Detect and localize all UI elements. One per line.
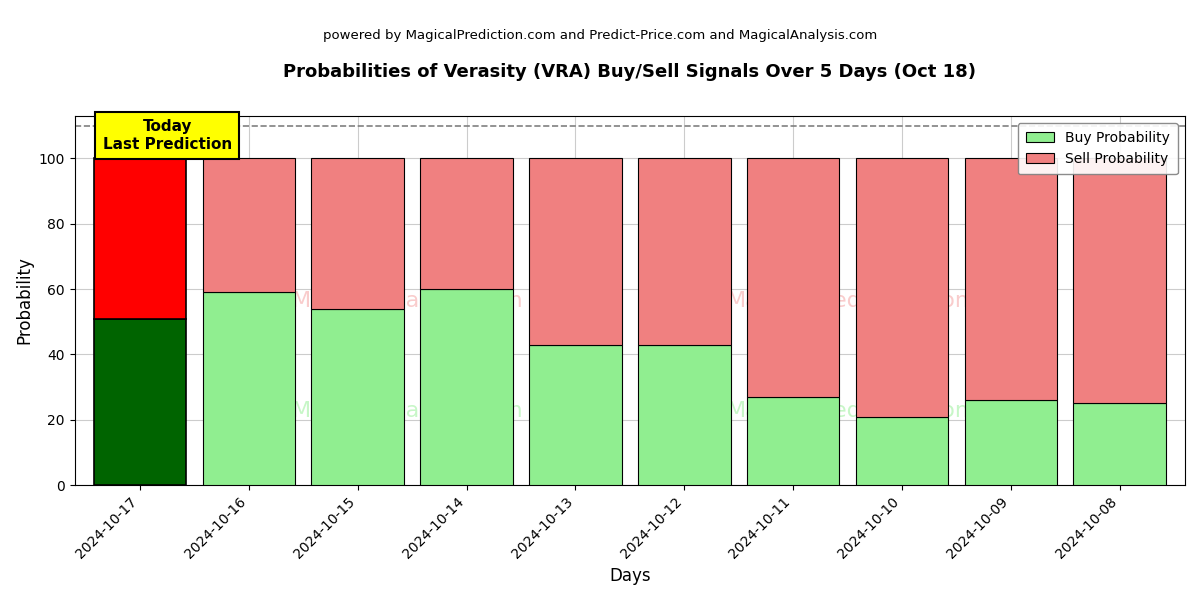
- Bar: [529, 158, 622, 344]
- Text: MagicalAnalysis.com: MagicalAnalysis.com: [292, 401, 523, 421]
- Bar: [312, 308, 404, 485]
- Bar: [94, 319, 186, 485]
- Bar: [965, 400, 1057, 485]
- Text: MagicalPrediction.com: MagicalPrediction.com: [727, 401, 977, 421]
- Bar: [529, 344, 622, 485]
- Bar: [965, 158, 1057, 400]
- Bar: [94, 158, 186, 319]
- Text: Today
Last Prediction: Today Last Prediction: [102, 119, 232, 152]
- Bar: [856, 158, 948, 416]
- Bar: [203, 158, 295, 292]
- Text: MagicalAnalysis.com: MagicalAnalysis.com: [292, 290, 523, 311]
- Bar: [746, 397, 839, 485]
- Text: MagicalPrediction.com: MagicalPrediction.com: [727, 290, 977, 311]
- Bar: [638, 158, 731, 344]
- X-axis label: Days: Days: [610, 567, 650, 585]
- Y-axis label: Probability: Probability: [16, 257, 34, 344]
- Bar: [203, 292, 295, 485]
- Bar: [1074, 403, 1166, 485]
- Text: powered by MagicalPrediction.com and Predict-Price.com and MagicalAnalysis.com: powered by MagicalPrediction.com and Pre…: [323, 29, 877, 42]
- Bar: [420, 289, 512, 485]
- Bar: [420, 158, 512, 289]
- Bar: [312, 158, 404, 308]
- Bar: [638, 344, 731, 485]
- Title: Probabilities of Verasity (VRA) Buy/Sell Signals Over 5 Days (Oct 18): Probabilities of Verasity (VRA) Buy/Sell…: [283, 63, 977, 81]
- Bar: [746, 158, 839, 397]
- Bar: [1074, 158, 1166, 403]
- Bar: [856, 416, 948, 485]
- Legend: Buy Probability, Sell Probability: Buy Probability, Sell Probability: [1018, 123, 1178, 175]
